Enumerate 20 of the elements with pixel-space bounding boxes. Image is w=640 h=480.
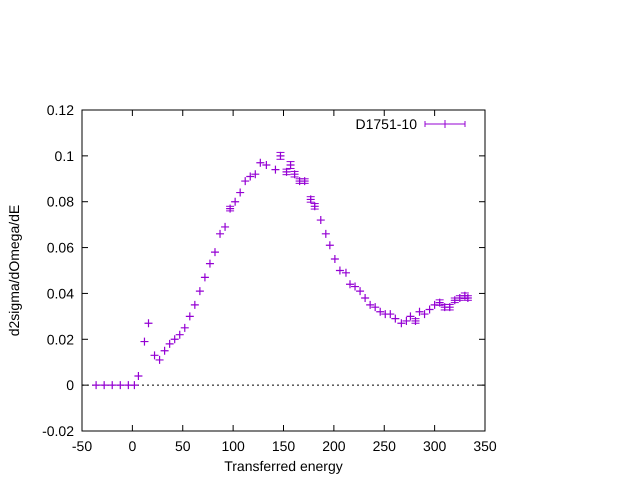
x-tick-label: 150 — [272, 438, 296, 454]
x-axis-title: Transferred energy — [224, 458, 343, 474]
x-tick-label: -50 — [72, 438, 92, 454]
x-tick-label: 350 — [473, 438, 497, 454]
x-tick-label: 200 — [322, 438, 346, 454]
x-tick-label: 0 — [128, 438, 136, 454]
y-tick-label: 0.1 — [54, 148, 74, 164]
x-tick-label: 100 — [221, 438, 246, 454]
y-tick-label: 0.12 — [46, 102, 74, 118]
y-tick-label: 0 — [66, 377, 74, 394]
legend-label: D1751-10 — [356, 116, 418, 132]
x-tick-label: 50 — [174, 438, 191, 454]
y-tick-label: -0.02 — [42, 423, 74, 439]
y-tick-label: 0.04 — [46, 285, 74, 302]
y-tick-label: 0.02 — [46, 331, 74, 348]
x-tick-label: 300 — [422, 438, 447, 454]
y-tick-label: 0.06 — [46, 240, 74, 256]
x-tick-label: 250 — [372, 438, 396, 454]
y-tick-label: 0.08 — [46, 194, 74, 210]
y-axis-title: d2sigma/dOmega/dE — [6, 204, 22, 336]
